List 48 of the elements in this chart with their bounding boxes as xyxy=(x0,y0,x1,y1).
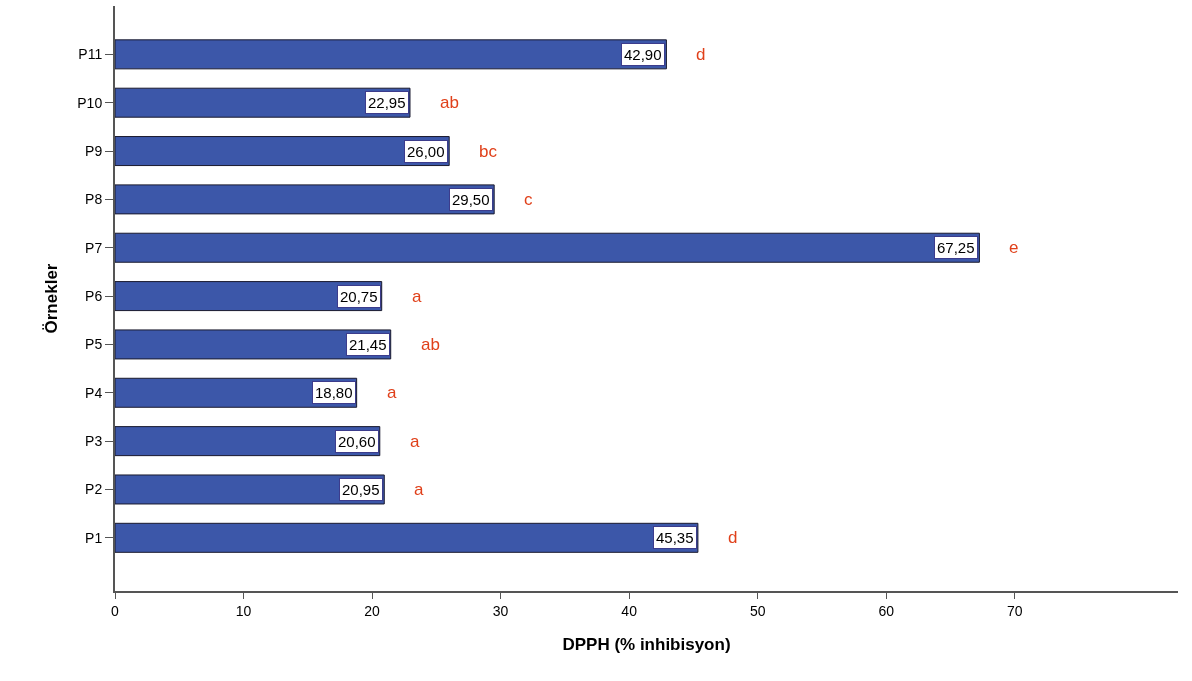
annotation: a xyxy=(410,432,420,451)
y-tick-label: P10 xyxy=(77,94,103,111)
x-tick-label: 20 xyxy=(364,602,381,619)
x-tick-label: 70 xyxy=(1006,602,1023,619)
data-label: 26,00 xyxy=(407,143,445,160)
y-tick-label: P1 xyxy=(85,529,103,546)
annotation: c xyxy=(524,190,533,209)
y-tick-label: P8 xyxy=(85,191,103,208)
bar xyxy=(115,522,699,553)
data-label: 21,45 xyxy=(349,336,387,353)
data-label: 20,75 xyxy=(340,288,378,305)
bar xyxy=(115,184,495,215)
data-label: 45,35 xyxy=(656,529,694,546)
annotation: d xyxy=(728,528,738,547)
y-tick-label: P11 xyxy=(78,46,103,63)
bar xyxy=(115,232,980,263)
data-label: 18,80 xyxy=(315,384,353,401)
annotation: a xyxy=(414,480,424,499)
y-tick-label: P9 xyxy=(85,142,103,159)
annotation: ab xyxy=(421,335,440,354)
x-tick-label: 10 xyxy=(235,602,252,619)
data-label: 29,50 xyxy=(452,191,490,208)
x-tick-label: 60 xyxy=(878,602,895,619)
annotation: ab xyxy=(440,93,459,112)
y-axis-title: Örnekler xyxy=(42,263,62,334)
data-label: 42,90 xyxy=(624,46,662,63)
y-tick-label: P2 xyxy=(85,481,103,498)
y-tick-label: P5 xyxy=(85,336,103,353)
annotation: e xyxy=(1009,238,1019,257)
bar xyxy=(115,39,667,70)
annotation: d xyxy=(696,45,706,64)
data-label: 20,60 xyxy=(338,433,376,450)
data-label: 20,95 xyxy=(342,481,380,498)
x-tick-label: 30 xyxy=(492,602,509,619)
y-tick-label: P4 xyxy=(85,384,103,401)
annotation: bc xyxy=(479,142,498,161)
y-tick-label: P6 xyxy=(85,287,103,304)
bar xyxy=(115,136,450,167)
annotation: a xyxy=(412,287,422,306)
x-tick-label: 40 xyxy=(621,602,638,619)
x-axis-title: DPPH (% inhibisyon) xyxy=(562,634,731,654)
x-tick-label: 50 xyxy=(749,602,766,619)
x-tick-label: 0 xyxy=(111,602,120,619)
annotation: a xyxy=(387,383,397,402)
y-tick-label: P7 xyxy=(85,239,103,256)
y-tick-label: P3 xyxy=(85,433,103,450)
data-label: 67,25 xyxy=(937,239,975,256)
data-label: 22,95 xyxy=(368,94,406,111)
